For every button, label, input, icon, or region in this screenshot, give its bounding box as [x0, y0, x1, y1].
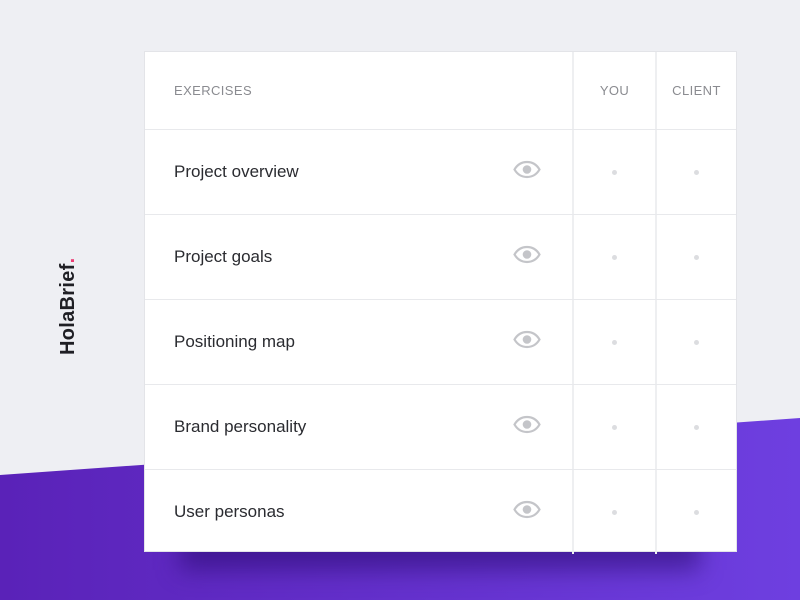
exercise-name: Project overview — [174, 162, 299, 181]
table-row[interactable]: Positioning map — [145, 299, 736, 384]
eye-icon[interactable] — [513, 330, 541, 354]
client-status-dot-icon[interactable] — [694, 509, 699, 515]
you-status-dot-icon[interactable] — [612, 509, 617, 515]
exercise-name: Positioning map — [174, 332, 295, 351]
you-status-dot-icon[interactable] — [612, 424, 617, 430]
table-row[interactable]: Project goals — [145, 214, 736, 299]
client-status-dot-icon[interactable] — [694, 339, 699, 345]
table-row[interactable]: Project overview — [145, 129, 736, 214]
you-status-dot-icon[interactable] — [612, 169, 617, 175]
exercise-name: User personas — [174, 502, 285, 521]
eye-icon[interactable] — [513, 245, 541, 269]
header-exercises: EXERCISES — [174, 83, 253, 98]
eye-icon[interactable] — [513, 500, 541, 524]
header-client: CLIENT — [672, 83, 721, 98]
client-status-dot-icon[interactable] — [694, 254, 699, 260]
client-status-dot-icon[interactable] — [694, 169, 699, 175]
exercises-table: EXERCISES YOU CLIENT Project overview Pr… — [144, 51, 737, 554]
header-you: YOU — [599, 83, 630, 98]
eye-icon[interactable] — [513, 415, 541, 439]
logo: HolaBrief. — [57, 257, 79, 355]
table-row[interactable]: User personas — [145, 469, 736, 554]
exercise-name: Brand personality — [174, 417, 307, 436]
exercise-name: Project goals — [174, 247, 273, 266]
logo-text: HolaBrief — [57, 263, 79, 355]
eye-icon[interactable] — [513, 160, 541, 184]
client-status-dot-icon[interactable] — [694, 424, 699, 430]
you-status-dot-icon[interactable] — [612, 339, 617, 345]
you-status-dot-icon[interactable] — [612, 254, 617, 260]
table-row[interactable]: Brand personality — [145, 384, 736, 469]
table-header: EXERCISES YOU CLIENT — [145, 52, 736, 129]
